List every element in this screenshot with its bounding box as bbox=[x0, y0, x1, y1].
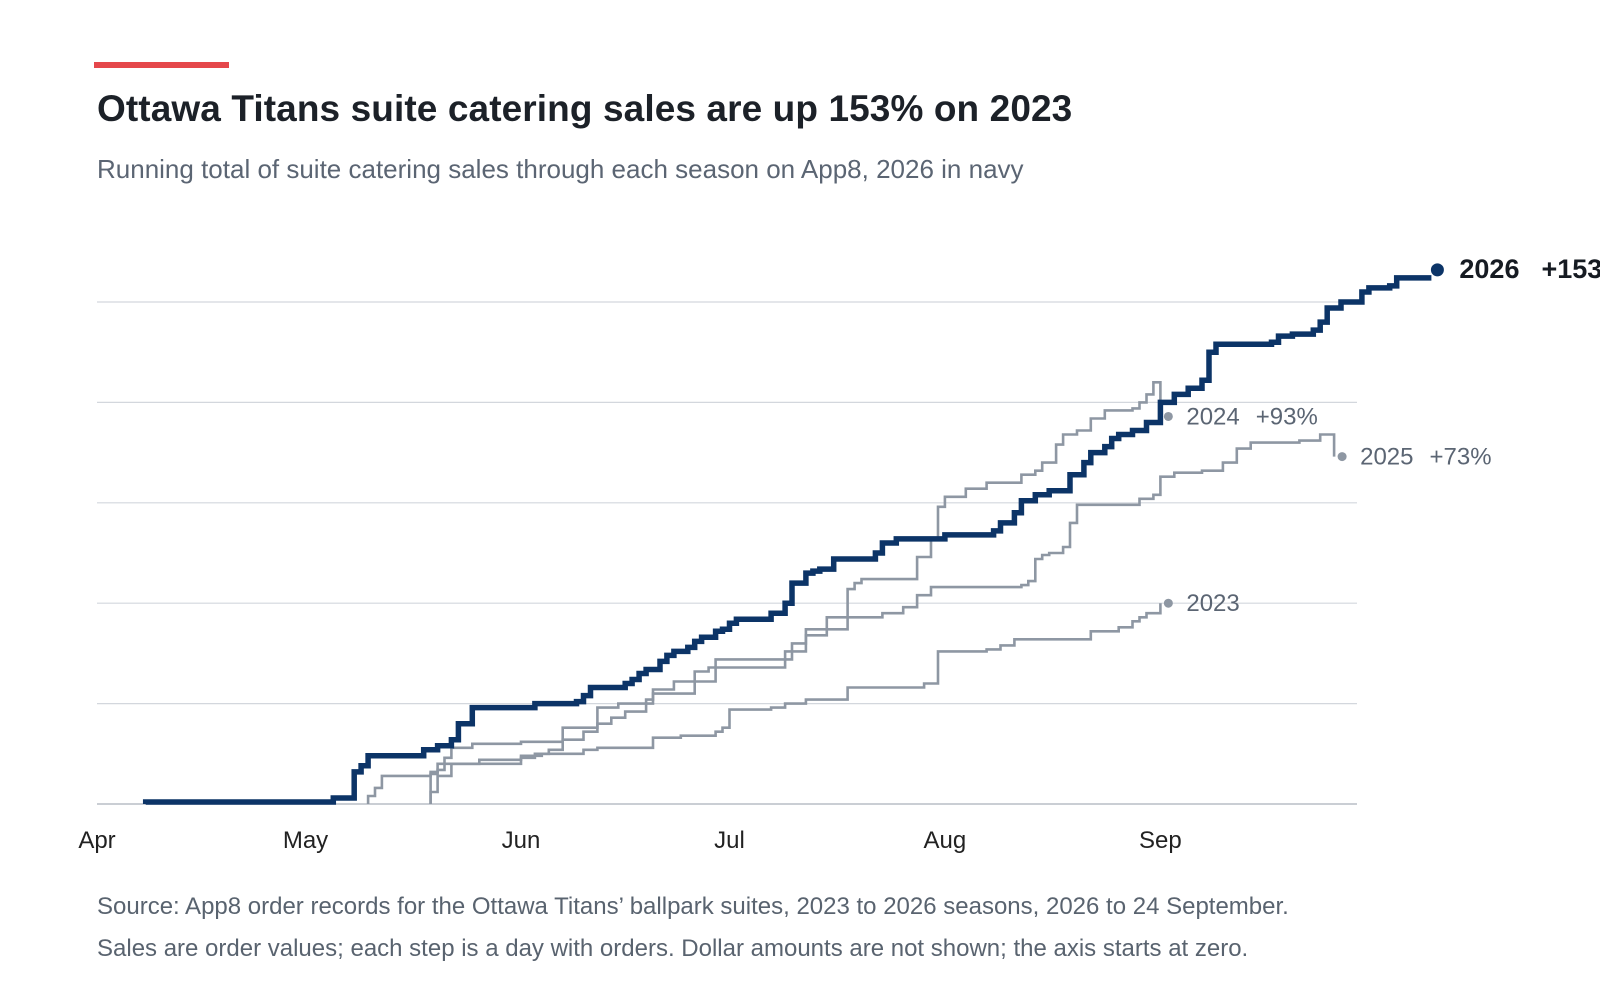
series-year-label: 2026 bbox=[1459, 254, 1519, 284]
series-line-2023 bbox=[429, 603, 1162, 804]
series-line-2024 bbox=[366, 381, 1162, 804]
method-note: Sales are order values; each step is a d… bbox=[97, 935, 1249, 962]
chart-notes: Source: App8 order records for the Ottaw… bbox=[97, 886, 1289, 970]
series-change-label: +93% bbox=[1256, 403, 1318, 430]
chart-subtitle: Running total of suite catering sales th… bbox=[97, 154, 1024, 184]
x-tick-label: May bbox=[283, 827, 328, 854]
series-line-2025 bbox=[429, 433, 1336, 804]
series-change-label: +73% bbox=[1429, 444, 1491, 471]
series-end-dot-2025 bbox=[1337, 452, 1347, 462]
x-axis: Apr May Jun Jul Aug Sep bbox=[78, 827, 1181, 854]
x-tick-label: Aug bbox=[924, 827, 967, 854]
series-end-label-2026: 2026 +153% bbox=[1459, 254, 1600, 284]
x-tick-label: Jul bbox=[714, 827, 745, 854]
series-end-labels: 2023 2024 +93% 2025 +73% 2026 +153% bbox=[1163, 254, 1600, 617]
x-tick-label: Sep bbox=[1139, 827, 1182, 854]
series-end-label-2024: 2024 +93% bbox=[1186, 403, 1317, 430]
series-line-2026 bbox=[142, 275, 1432, 805]
x-tick-label: Jun bbox=[502, 827, 541, 854]
chart-title: Ottawa Titans suite catering sales are u… bbox=[97, 88, 1073, 129]
series-year-label: 2023 bbox=[1186, 590, 1239, 617]
series-end-dot-2023 bbox=[1163, 598, 1173, 608]
series-end-dot-2024 bbox=[1163, 411, 1173, 421]
series-end-label-2023: 2023 bbox=[1186, 590, 1239, 617]
series-year-label: 2025 bbox=[1360, 444, 1413, 471]
series-change-label: +153% bbox=[1541, 254, 1600, 284]
accent-bar bbox=[94, 62, 229, 68]
source-note: Source: App8 order records for the Ottaw… bbox=[97, 893, 1289, 920]
series-end-label-2025: 2025 +73% bbox=[1360, 444, 1491, 471]
x-tick-label: Apr bbox=[78, 827, 115, 854]
series-end-dot-2026 bbox=[1430, 263, 1444, 277]
series-lines bbox=[142, 275, 1432, 805]
series-year-label: 2024 bbox=[1186, 403, 1239, 430]
